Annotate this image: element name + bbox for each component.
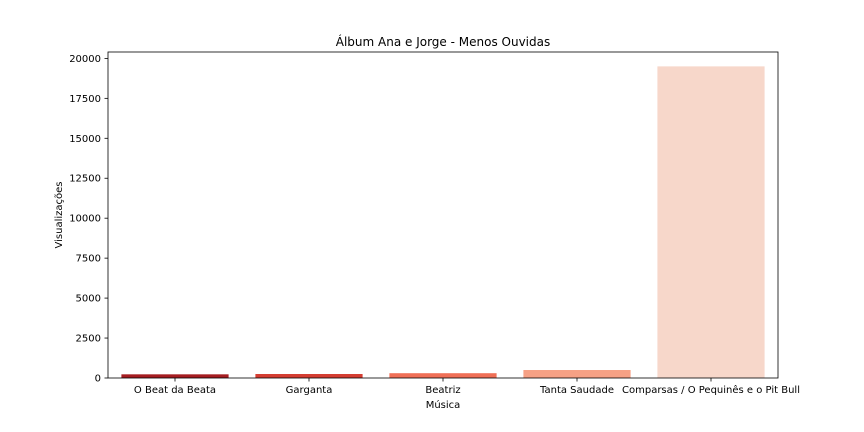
y-axis-label: Visualizações [54, 182, 65, 249]
y-tick-label-0: 0 [95, 374, 101, 385]
y-tick-label-6: 15000 [69, 134, 101, 145]
bar-0 [121, 374, 229, 378]
x-tick-label-1: Garganta [286, 385, 333, 396]
bar-2 [389, 373, 497, 378]
y-tick-label-1: 2500 [76, 334, 101, 345]
y-tick-label-5: 12500 [69, 174, 101, 185]
y-axis: 0 2500 5000 7500 10000 12500 15000 17500 20000 [69, 54, 108, 385]
y-tick-label-4: 10000 [69, 214, 101, 225]
bar-4 [657, 66, 765, 378]
x-axis-label: Música [426, 399, 461, 411]
bar-1 [255, 374, 363, 378]
x-tick-label-4: Comparsas / O Pequinês e o Pit Bull [622, 384, 800, 396]
y-tick-label-2: 5000 [76, 294, 101, 305]
bars-group [121, 66, 765, 378]
y-tick-label-7: 17500 [69, 94, 101, 105]
y-tick-label-3: 7500 [76, 254, 101, 265]
y-tick-label-8: 20000 [69, 54, 101, 65]
chart-title: Álbum Ana e Jorge - Menos Ouvidas [336, 34, 550, 49]
x-axis: O Beat da Beata Garganta Beatriz Tanta Saud… [134, 378, 800, 396]
bar-3 [523, 370, 631, 378]
x-tick-label-3: Tanta Saudade [539, 385, 614, 396]
x-tick-label-0: O Beat da Beata [134, 385, 216, 396]
x-tick-label-2: Beatriz [425, 385, 460, 396]
